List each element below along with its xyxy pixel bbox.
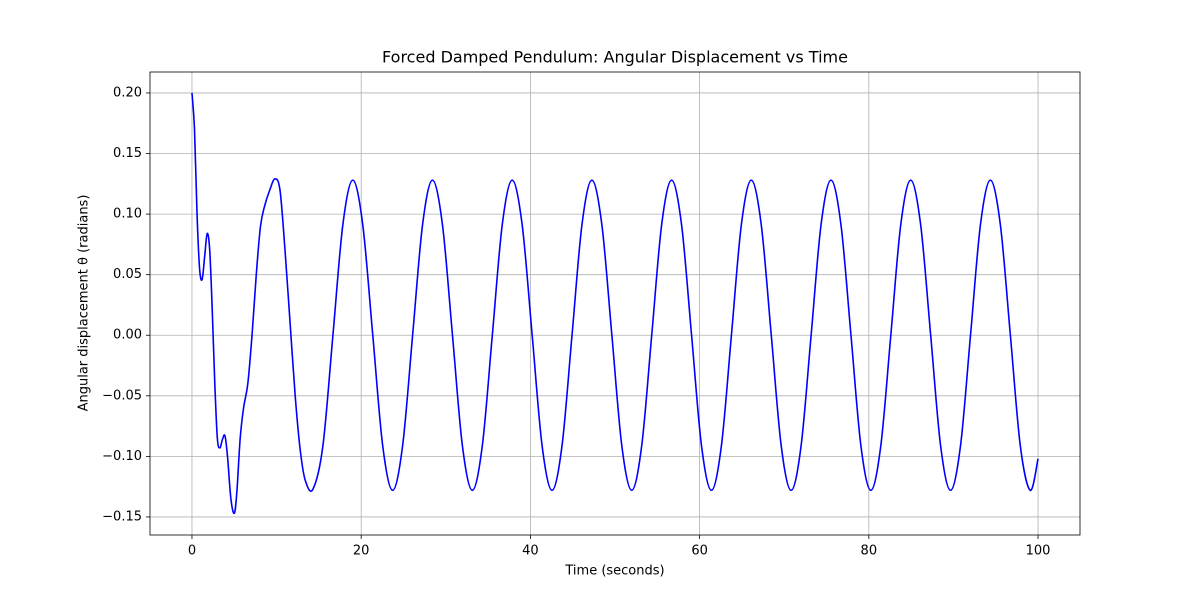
y-tick-label: 0.15: [113, 146, 142, 161]
y-tick-label: 0.10: [113, 207, 142, 222]
y-tick-label: −0.15: [102, 509, 142, 524]
plot-frame: [149, 71, 1081, 536]
y-tick-label: 0.20: [113, 85, 142, 100]
x-tick-label: 20: [353, 544, 370, 559]
x-axis-label: Time (seconds): [564, 564, 664, 579]
x-tick-label: 60: [691, 544, 708, 559]
x-tick-label: 40: [522, 544, 539, 559]
y-tick-label: −0.05: [102, 388, 142, 403]
y-axis-label: Angular displacement θ (radians): [77, 195, 92, 412]
line: [191, 92, 1039, 515]
chart-title: Forced Damped Pendulum: Angular Displace…: [382, 48, 848, 67]
x-tick-label: 100: [1026, 544, 1051, 559]
y-tick-label: 0.00: [113, 328, 142, 343]
x-tick-label: 80: [861, 544, 878, 559]
x-tick-label: 0: [188, 544, 196, 559]
y-tick-label: 0.05: [113, 267, 142, 282]
y-tick-label: −0.10: [102, 449, 142, 464]
